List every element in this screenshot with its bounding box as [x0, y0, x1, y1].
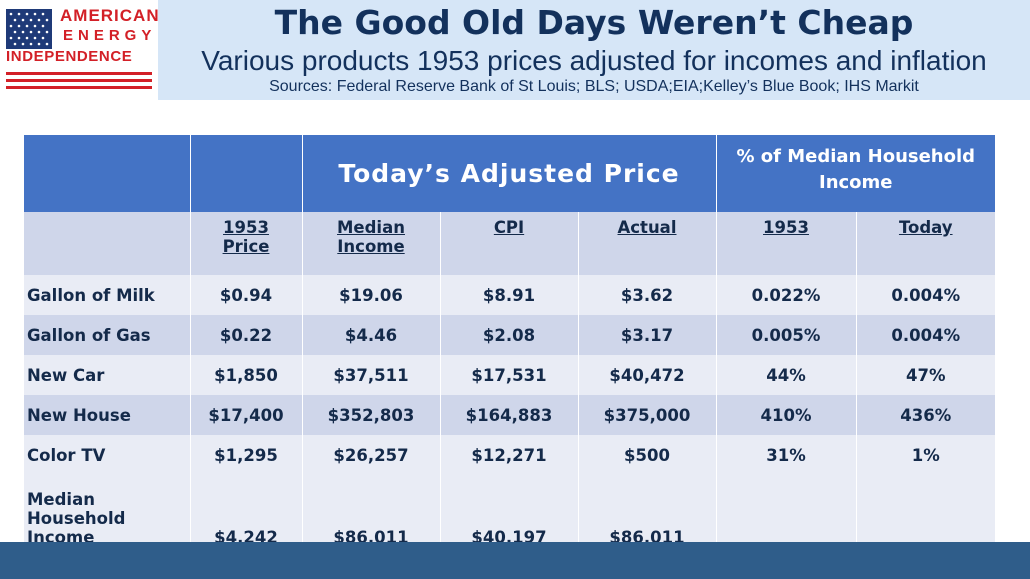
table-row: New Car $1,850 $37,511 $17,531 $40,472 4… — [24, 355, 996, 395]
cell-pct-1953: 0.022% — [716, 275, 857, 315]
row-label-text: Household — [27, 509, 126, 528]
cell-pct-1953: 410% — [716, 395, 857, 435]
cell-actual: $86,011 — [578, 475, 717, 549]
logo-stripes — [6, 72, 152, 93]
column-header-median-income: Median Income — [302, 212, 441, 275]
cell-median-income: $86,011 — [302, 475, 441, 549]
slide-title: The Good Old Days Weren’t Cheap — [274, 3, 914, 42]
logo-text-independence: INDEPENDENCE — [6, 48, 133, 65]
row-label: Gallon of Milk — [24, 275, 191, 315]
column-header-pct-1953: 1953 — [716, 212, 857, 275]
row-label: Median Household Income — [24, 475, 191, 549]
header-band: The Good Old Days Weren’t Cheap Various … — [158, 0, 1030, 100]
cell-cpi: $40,197 — [440, 475, 579, 549]
column-header-pct-today: Today — [856, 212, 996, 275]
logo: AMERICAN ENERGY INDEPENDENCE — [0, 0, 160, 100]
column-header-text: Income — [337, 237, 405, 256]
cell-1953-price: $17,400 — [190, 395, 303, 435]
cell-pct-today: 47% — [856, 355, 996, 395]
column-header-blank — [24, 212, 191, 275]
cell-cpi: $12,271 — [440, 435, 579, 475]
cell-actual: $3.62 — [578, 275, 717, 315]
header-blank-cell — [24, 135, 191, 212]
footer-bar — [0, 542, 1030, 579]
table-row: New House $17,400 $352,803 $164,883 $375… — [24, 395, 996, 435]
percent-income-header: % of Median Household Income — [716, 135, 996, 212]
column-header-cpi: CPI — [440, 212, 579, 275]
price-table: Today’s Adjusted Price % of Median House… — [24, 135, 996, 549]
cell-1953-price: $1,295 — [190, 435, 303, 475]
cell-cpi: $2.08 — [440, 315, 579, 355]
row-label: Color TV — [24, 435, 191, 475]
column-header-text: Median — [337, 218, 405, 237]
column-header-1953-price: 1953 Price — [190, 212, 303, 275]
row-label-text: Median — [27, 490, 95, 509]
column-header-text: 1953 — [223, 218, 269, 237]
header-blank-cell — [190, 135, 303, 212]
cell-cpi: $164,883 — [440, 395, 579, 435]
slide-subtitle: Various products 1953 prices adjusted fo… — [201, 45, 987, 76]
cell-1953-price: $4,242 — [190, 475, 303, 549]
cell-median-income: $19.06 — [302, 275, 441, 315]
table-row-median-household-income: Median Household Income $4,242 $86,011 $40… — [24, 475, 996, 549]
sources-note: Sources: Federal Reserve Bank of St Loui… — [269, 78, 919, 95]
column-header-text: Price — [222, 237, 270, 256]
cell-median-income: $4.46 — [302, 315, 441, 355]
row-label: New House — [24, 395, 191, 435]
logo-text-energy: ENERGY — [63, 27, 157, 44]
cell-median-income: $37,511 — [302, 355, 441, 395]
cell-pct-today — [856, 475, 996, 549]
cell-pct-today: 436% — [856, 395, 996, 435]
table-row: Color TV $1,295 $26,257 $12,271 $500 31%… — [24, 435, 996, 475]
cell-median-income: $26,257 — [302, 435, 441, 475]
cell-1953-price: $1,850 — [190, 355, 303, 395]
cell-pct-1953: 0.005% — [716, 315, 857, 355]
cell-actual: $500 — [578, 435, 717, 475]
cell-1953-price: $0.22 — [190, 315, 303, 355]
adjusted-price-header: Today’s Adjusted Price — [302, 135, 717, 212]
table-row: Gallon of Gas $0.22 $4.46 $2.08 $3.17 0.… — [24, 315, 996, 355]
cell-actual: $3.17 — [578, 315, 717, 355]
row-label: New Car — [24, 355, 191, 395]
cell-pct-today: 0.004% — [856, 315, 996, 355]
table-row: Gallon of Milk $0.94 $19.06 $8.91 $3.62 … — [24, 275, 996, 315]
cell-cpi: $17,531 — [440, 355, 579, 395]
cell-median-income: $352,803 — [302, 395, 441, 435]
cell-pct-1953: 44% — [716, 355, 857, 395]
table-column-header-row: 1953 Price Median Income CPI Actual 1953 T… — [24, 212, 996, 275]
row-label: Gallon of Gas — [24, 315, 191, 355]
cell-actual: $375,000 — [578, 395, 717, 435]
cell-cpi: $8.91 — [440, 275, 579, 315]
cell-actual: $40,472 — [578, 355, 717, 395]
cell-1953-price: $0.94 — [190, 275, 303, 315]
cell-pct-today: 0.004% — [856, 275, 996, 315]
table-group-header-row: Today’s Adjusted Price % of Median House… — [24, 135, 996, 212]
cell-pct-1953: 31% — [716, 435, 857, 475]
logo-text-american: AMERICAN — [60, 6, 160, 25]
us-flag-icon — [6, 9, 52, 49]
cell-pct-today: 1% — [856, 435, 996, 475]
column-header-actual: Actual — [578, 212, 717, 275]
cell-pct-1953 — [716, 475, 857, 549]
